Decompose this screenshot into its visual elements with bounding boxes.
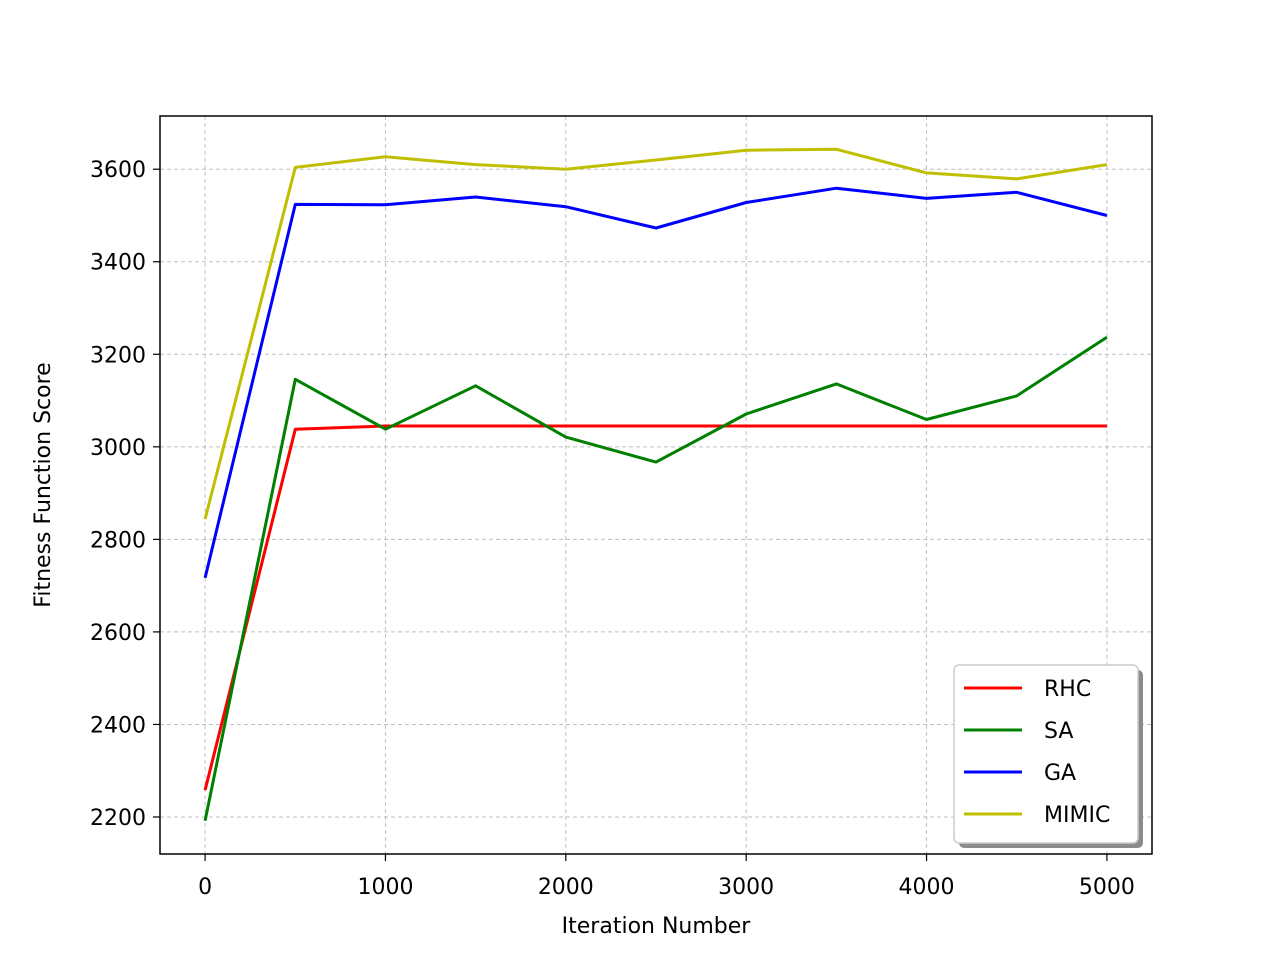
x-tick-label: 3000 xyxy=(718,875,774,900)
y-tick-label: 2600 xyxy=(90,621,146,646)
series-line-sa xyxy=(203,335,1108,822)
legend-label-mimic: MIMIC xyxy=(1044,803,1110,828)
legend-label-ga: GA xyxy=(1044,761,1076,786)
legend-box xyxy=(953,664,1139,844)
x-tick-label: 1000 xyxy=(357,875,413,900)
legend-label-sa: SA xyxy=(1044,719,1073,744)
x-tick-label: 4000 xyxy=(899,875,955,900)
series-line-rhc xyxy=(203,424,1107,791)
y-tick-label: 2400 xyxy=(90,713,146,738)
y-tick-label: 2800 xyxy=(90,528,146,553)
series-lines xyxy=(203,147,1108,822)
series-line-mimic xyxy=(203,147,1108,520)
y-axis-title: Fitness Function Score xyxy=(31,362,56,607)
y-tick-label: 3200 xyxy=(90,343,146,368)
series-line-ga xyxy=(203,186,1108,579)
y-tick-label: 3400 xyxy=(90,251,146,276)
y-tick-label: 3000 xyxy=(90,436,146,461)
x-axis-title: Iteration Number xyxy=(562,914,752,939)
y-tick-label: 2200 xyxy=(90,806,146,831)
legend: RHC SA GA MIMIC xyxy=(953,664,1143,848)
y-tick-label: 3600 xyxy=(90,158,146,183)
x-tick-label: 5000 xyxy=(1079,875,1135,900)
axis-ticks: 0 1000 2000 3000 4000 5000 2200 2400 2600 2800 300… xyxy=(90,158,1135,900)
x-tick-label: 2000 xyxy=(538,875,594,900)
legend-label-rhc: RHC xyxy=(1044,677,1091,702)
plot-frame xyxy=(159,115,1153,855)
x-tick-label: 0 xyxy=(198,875,212,900)
